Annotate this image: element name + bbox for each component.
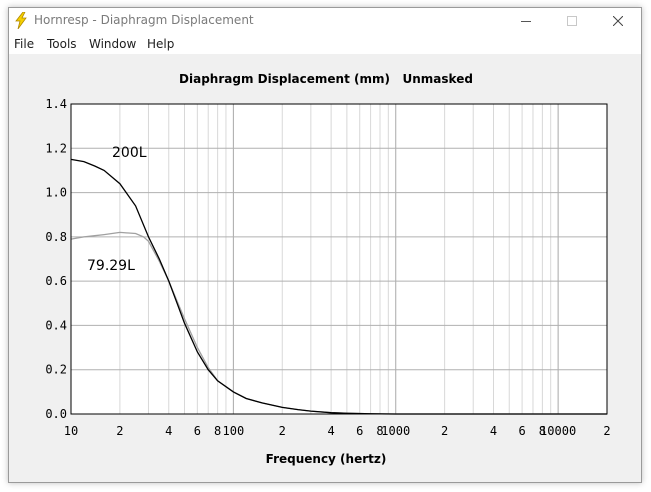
y-tick-label: 1.0 — [45, 186, 67, 200]
lightning-bolt-icon — [15, 12, 27, 29]
y-tick-label: 0.8 — [45, 230, 67, 244]
x-tick-label: 2 — [279, 424, 286, 438]
y-tick-label: 1.2 — [45, 141, 67, 155]
menu-window[interactable]: Window — [89, 37, 137, 51]
x-tick-label: 10000 — [540, 424, 576, 438]
close-button[interactable] — [595, 8, 641, 34]
hornresp-window: Hornresp - Diaphragm Displacement File T… — [8, 7, 642, 483]
x-tick-label: 6 — [518, 424, 525, 438]
x-tick-label: 8 — [214, 424, 221, 438]
x-tick-label: 10 — [64, 424, 78, 438]
minimize-icon — [521, 21, 531, 22]
menu-bar: File Tools Window Help — [9, 34, 641, 54]
close-icon — [613, 16, 623, 26]
annotation-200l: 200L — [112, 145, 147, 161]
window-title: Hornresp - Diaphragm Displacement — [34, 13, 254, 27]
y-tick-label: 0.4 — [45, 318, 67, 332]
y-tick-label: 1.4 — [45, 97, 67, 111]
x-tick-label: 6 — [356, 424, 363, 438]
x-tick-label: 2 — [441, 424, 448, 438]
annotation-79-29l: 79.29L — [87, 258, 135, 274]
x-tick-label: 4 — [328, 424, 335, 438]
x-tick-label: 4 — [490, 424, 497, 438]
plot-border — [70, 103, 608, 415]
maximize-button[interactable] — [549, 8, 595, 34]
title-bar[interactable]: Hornresp - Diaphragm Displacement — [9, 8, 641, 34]
y-tick-label: 0.6 — [45, 274, 67, 288]
chart-title: Diaphragm Displacement (mm) Unmasked — [179, 72, 473, 86]
plot-background — [71, 104, 607, 414]
x-tick-label: 2 — [603, 424, 610, 438]
x-tick-label: 2 — [116, 424, 123, 438]
chart-area: Diaphragm Displacement (mm) Unmasked Fre… — [9, 54, 641, 482]
y-tick-label: 0.2 — [45, 363, 67, 377]
y-tick-label: 0.0 — [45, 407, 67, 421]
x-tick-label: 8 — [376, 424, 383, 438]
x-tick-label: 4 — [165, 424, 172, 438]
minimize-button[interactable] — [503, 8, 549, 34]
x-tick-label: 1000 — [381, 424, 410, 438]
x-tick-label: 6 — [194, 424, 201, 438]
displacement-chart: Diaphragm Displacement (mm) Unmasked Fre… — [45, 72, 610, 466]
x-tick-label: 100 — [223, 424, 245, 438]
x-axis-label: Frequency (hertz) — [266, 452, 387, 466]
menu-file[interactable]: File — [14, 37, 35, 51]
maximize-icon — [567, 16, 577, 26]
menu-help[interactable]: Help — [147, 37, 175, 51]
x-tick-label: 8 — [539, 424, 546, 438]
menu-tools[interactable]: Tools — [47, 37, 77, 51]
